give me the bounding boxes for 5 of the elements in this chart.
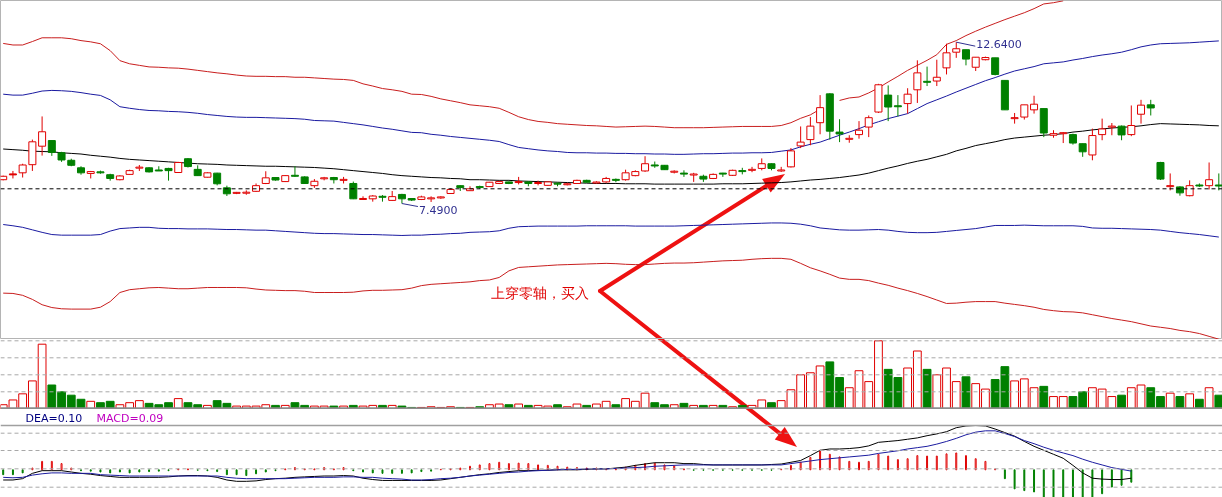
text: MACD=0.09 — [96, 411, 164, 425]
text: DEA=0.10 — [25, 411, 83, 425]
annotation: 上穿零轴，买入 — [490, 284, 589, 301]
annotation: 12.6400 — [976, 38, 1022, 52]
annotation: 7.4900 — [418, 203, 458, 217]
